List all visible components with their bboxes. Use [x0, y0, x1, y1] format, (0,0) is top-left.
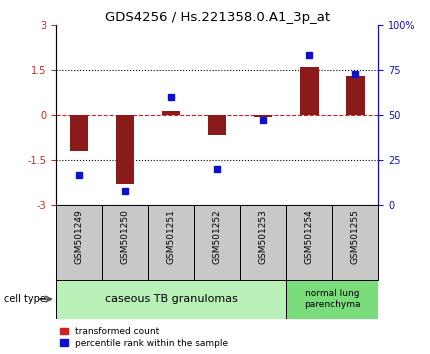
Text: GSM501252: GSM501252 — [213, 209, 221, 264]
Bar — [56, 205, 102, 280]
Text: normal lung
parenchyma: normal lung parenchyma — [304, 290, 361, 309]
Bar — [254, 115, 273, 116]
Bar — [102, 205, 148, 280]
Text: GSM501251: GSM501251 — [166, 209, 175, 264]
Bar — [70, 115, 88, 151]
Text: cell type: cell type — [4, 294, 46, 304]
Text: caseous TB granulomas: caseous TB granulomas — [104, 294, 237, 304]
Legend: transformed count, percentile rank within the sample: transformed count, percentile rank withi… — [60, 327, 228, 348]
Bar — [240, 205, 286, 280]
Bar — [162, 112, 180, 115]
Bar — [194, 205, 240, 280]
Bar — [286, 205, 332, 280]
Text: GSM501255: GSM501255 — [351, 209, 360, 264]
Text: GSM501254: GSM501254 — [305, 209, 314, 264]
Text: GSM501250: GSM501250 — [120, 209, 129, 264]
Text: GSM501253: GSM501253 — [259, 209, 268, 264]
Bar — [300, 67, 319, 115]
Bar — [332, 205, 378, 280]
Title: GDS4256 / Hs.221358.0.A1_3p_at: GDS4256 / Hs.221358.0.A1_3p_at — [104, 11, 330, 24]
Bar — [148, 205, 194, 280]
Bar — [116, 115, 134, 184]
Bar — [208, 115, 226, 135]
Bar — [346, 76, 365, 115]
Text: GSM501249: GSM501249 — [74, 209, 83, 264]
Bar — [286, 280, 378, 319]
Bar — [56, 280, 286, 319]
